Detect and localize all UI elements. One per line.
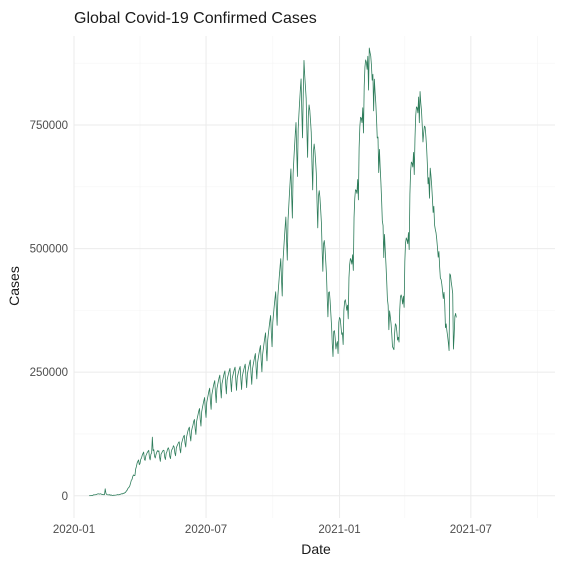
y-tick-label: 250000 <box>30 367 68 379</box>
x-tick-label: 2021-07 <box>450 524 492 536</box>
chart-title: Global Covid-19 Confirmed Cases <box>74 10 317 27</box>
x-tick-label: 2021-01 <box>318 524 360 536</box>
y-tick-label: 0 <box>62 491 68 503</box>
plot-grid <box>73 36 555 518</box>
x-tick-label: 2020-01 <box>53 524 95 536</box>
y-tick-label: 750000 <box>30 120 68 132</box>
x-tick-label: 2020-07 <box>185 524 227 536</box>
y-tick-labels: 0 250000 500000 750000 <box>30 120 68 503</box>
y-axis-title: Cases <box>6 266 22 306</box>
y-tick-label: 500000 <box>30 244 68 256</box>
x-tick-labels: 2020-01 2020-07 2021-01 2021-07 <box>53 524 492 536</box>
cases-series-line <box>89 47 457 497</box>
x-axis-title: Date <box>301 541 331 557</box>
